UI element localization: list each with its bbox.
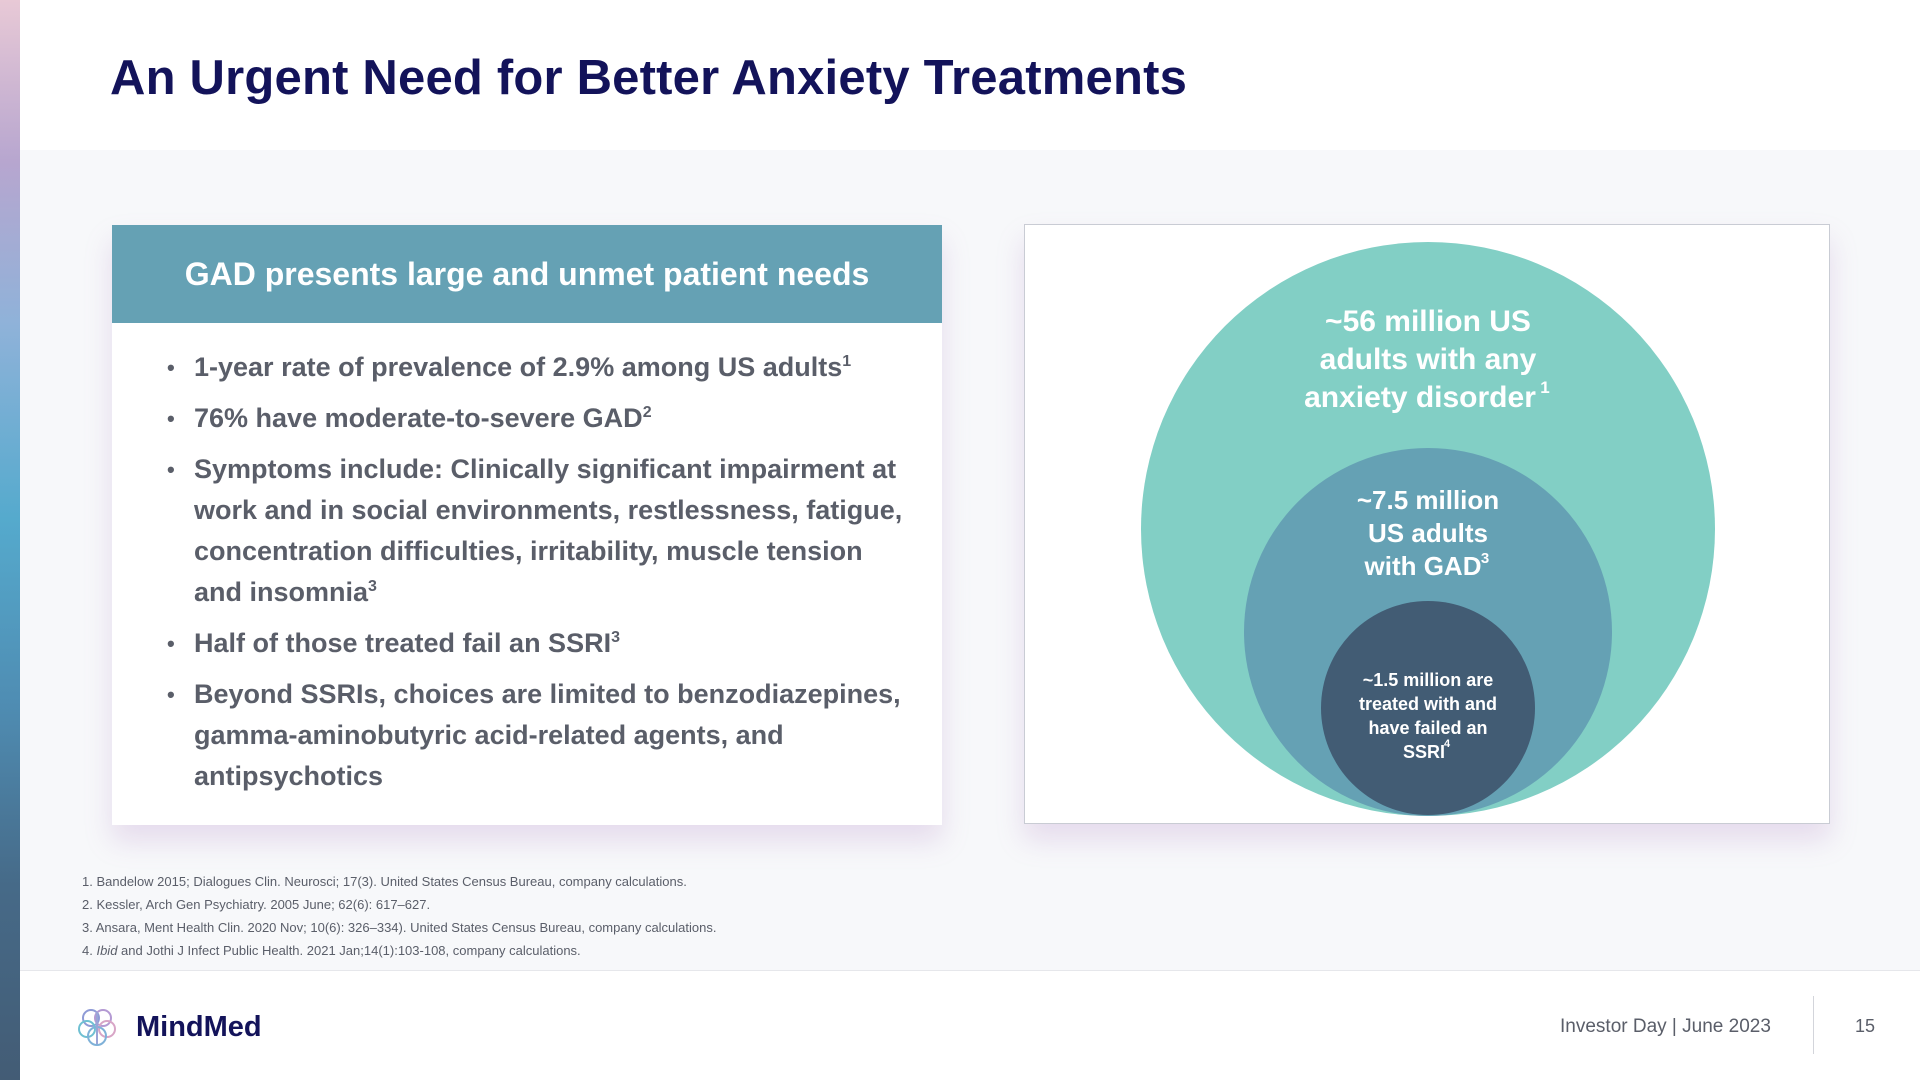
middle-label-line2: US adults (1368, 518, 1488, 548)
outer-footnote-ref: 1 (1540, 378, 1549, 397)
bullet-item: 76% have moderate-to-severe GAD2 (167, 398, 912, 439)
footnote-ref: 2 (642, 404, 652, 421)
mindmed-logo: MindMed (78, 1006, 262, 1048)
bullet-item: Beyond SSRIs, choices are limited to ben… (167, 674, 912, 797)
inner-label-line3: have failed an (1368, 718, 1487, 738)
logo-wordmark: MindMed (136, 1010, 262, 1043)
outer-label-line3: anxiety disorder (1304, 381, 1536, 414)
gad-card-header: GAD presents large and unmet patient nee… (112, 225, 942, 323)
middle-footnote-ref: 3 (1481, 550, 1489, 567)
gad-bullet-list: 1-year rate of prevalence of 2.9% among … (112, 323, 942, 797)
inner-label-line2: treated with and (1359, 694, 1497, 714)
bullet-item: Half of those treated fail an SSRI3 (167, 623, 912, 664)
outer-label-line1: ~56 million US (1325, 305, 1531, 338)
footnote: 4. Ibid and Jothi J Infect Public Health… (82, 943, 581, 958)
footnote: 2. Kessler, Arch Gen Psychiatry. 2005 Ju… (82, 897, 431, 912)
page-number: 15 (1855, 1016, 1876, 1036)
bullet-item: 1-year rate of prevalence of 2.9% among … (167, 347, 912, 388)
footnotes-list: 1. Bandelow 2015; Dialogues Clin. Neuros… (82, 870, 716, 962)
inner-label-line1: ~1.5 million are (1363, 670, 1494, 690)
footnote-ref: 1 (842, 353, 852, 370)
bullet-item: Symptoms include: Clinically significant… (167, 449, 912, 613)
inner-label-line4: SSRI (1403, 742, 1445, 762)
slide-title: An Urgent Need for Better Anxiety Treatm… (110, 51, 1188, 105)
footnote-ref: 3 (368, 578, 377, 595)
left-accent-bar (0, 0, 20, 1080)
footnote: 1. Bandelow 2015; Dialogues Clin. Neuros… (82, 874, 687, 889)
population-circles-card: ~56 million US adults with any anxiety d… (1024, 224, 1830, 824)
gad-needs-card: GAD presents large and unmet patient nee… (112, 225, 942, 825)
inner-footnote-ref: 4 (1444, 738, 1451, 750)
footer-divider (20, 970, 1920, 971)
outer-label-line2: adults with any (1320, 343, 1537, 376)
event-label: Investor Day | June 2023 (1560, 1016, 1771, 1037)
footer-vertical-divider (1813, 996, 1814, 1054)
footnote: 3. Ansara, Ment Health Clin. 2020 Nov; 1… (82, 920, 717, 935)
brain-icon (78, 1009, 116, 1046)
inner-circle (1321, 601, 1535, 815)
footnote-ref: 3 (611, 629, 620, 646)
middle-label-line1: ~7.5 million (1357, 485, 1499, 515)
middle-label-line3: with GAD (1364, 551, 1482, 581)
nested-circles-diagram: ~56 million US adults with any anxiety d… (1141, 242, 1715, 816)
